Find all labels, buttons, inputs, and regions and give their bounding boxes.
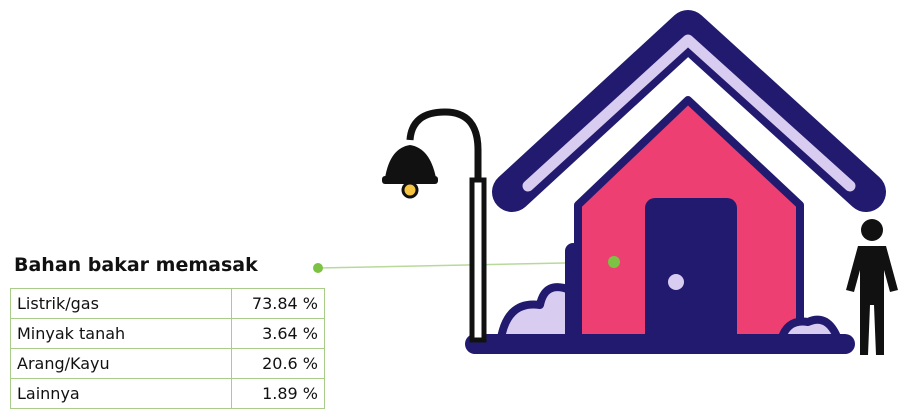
connector-dot: [313, 263, 323, 273]
fuel-share: 3.64 %: [232, 319, 325, 349]
fuel-label: Lainnya: [11, 379, 232, 409]
door: [645, 198, 737, 346]
fuel-share: 20.6 %: [232, 349, 325, 379]
person-body: [846, 246, 898, 355]
title: Bahan bakar memasak: [14, 254, 258, 276]
fuel-share: 73.84 %: [232, 289, 325, 319]
page: Bahan bakar memasak Listrik/gas73.84 %Mi…: [0, 0, 904, 419]
lamp-bulb: [403, 183, 417, 197]
door-knob: [668, 274, 684, 290]
ground: [465, 334, 855, 354]
lamp-pole: [410, 112, 478, 340]
person-head: [861, 219, 883, 241]
lamp-pole-inner: [472, 180, 484, 340]
lamp-shade: [385, 145, 436, 178]
fuel-label: Listrik/gas: [11, 289, 232, 319]
fuel-share: 1.89 %: [232, 379, 325, 409]
fuel-label: Arang/Kayu: [11, 349, 232, 379]
fuel-label: Minyak tanah: [11, 319, 232, 349]
marker-dot: [608, 256, 620, 268]
fence-post: [565, 243, 581, 343]
